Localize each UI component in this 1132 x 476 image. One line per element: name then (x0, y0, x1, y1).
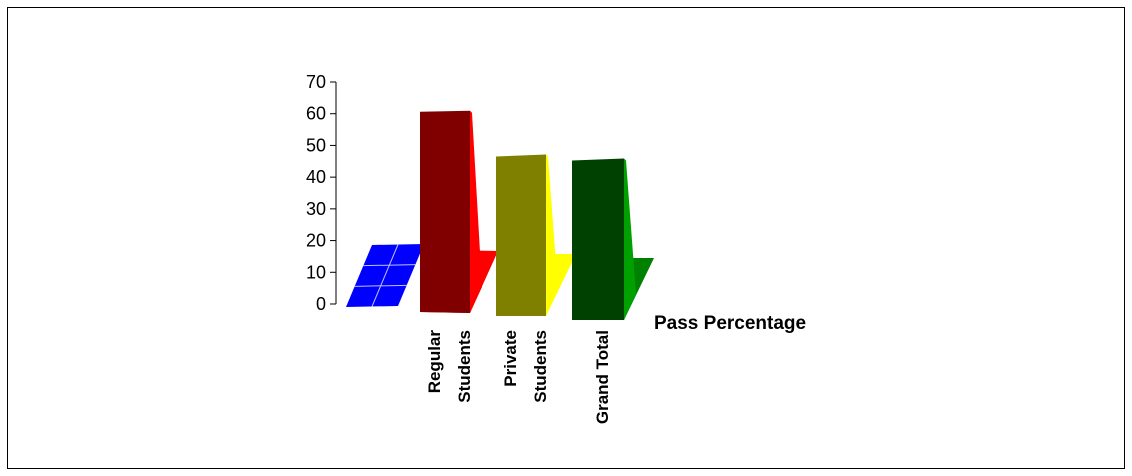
bar-front (496, 154, 546, 316)
y-tick-label: 70 (306, 72, 326, 92)
bars (420, 110, 636, 320)
bar-side (470, 110, 482, 313)
category-labels: Regular Students Private Students Grand Tota… (425, 330, 612, 425)
y-tick-label: 60 (306, 104, 326, 124)
y-axis: 0 10 20 30 40 50 60 70 (306, 72, 337, 314)
bar-side (624, 158, 636, 320)
category-label: Students (455, 330, 474, 403)
floor-gridline (371, 244, 399, 307)
bar-front (420, 110, 470, 313)
category-label: Regular (425, 330, 444, 394)
category-label: Grand Total (593, 330, 612, 424)
chart-frame (7, 7, 1125, 469)
y-tick-label: 40 (306, 167, 326, 187)
y-tick-label: 0 (316, 294, 326, 314)
y-tick-label: 50 (306, 135, 326, 155)
category-label: Students (531, 330, 550, 403)
category-label: Private (501, 330, 520, 387)
y-tick-label: 20 (306, 231, 326, 251)
y-tick-label: 10 (306, 262, 326, 282)
y-tick-label: 30 (306, 199, 326, 219)
series-name-label: Pass Percentage (654, 313, 806, 334)
bar-front (572, 158, 624, 320)
bar-side (546, 154, 558, 316)
